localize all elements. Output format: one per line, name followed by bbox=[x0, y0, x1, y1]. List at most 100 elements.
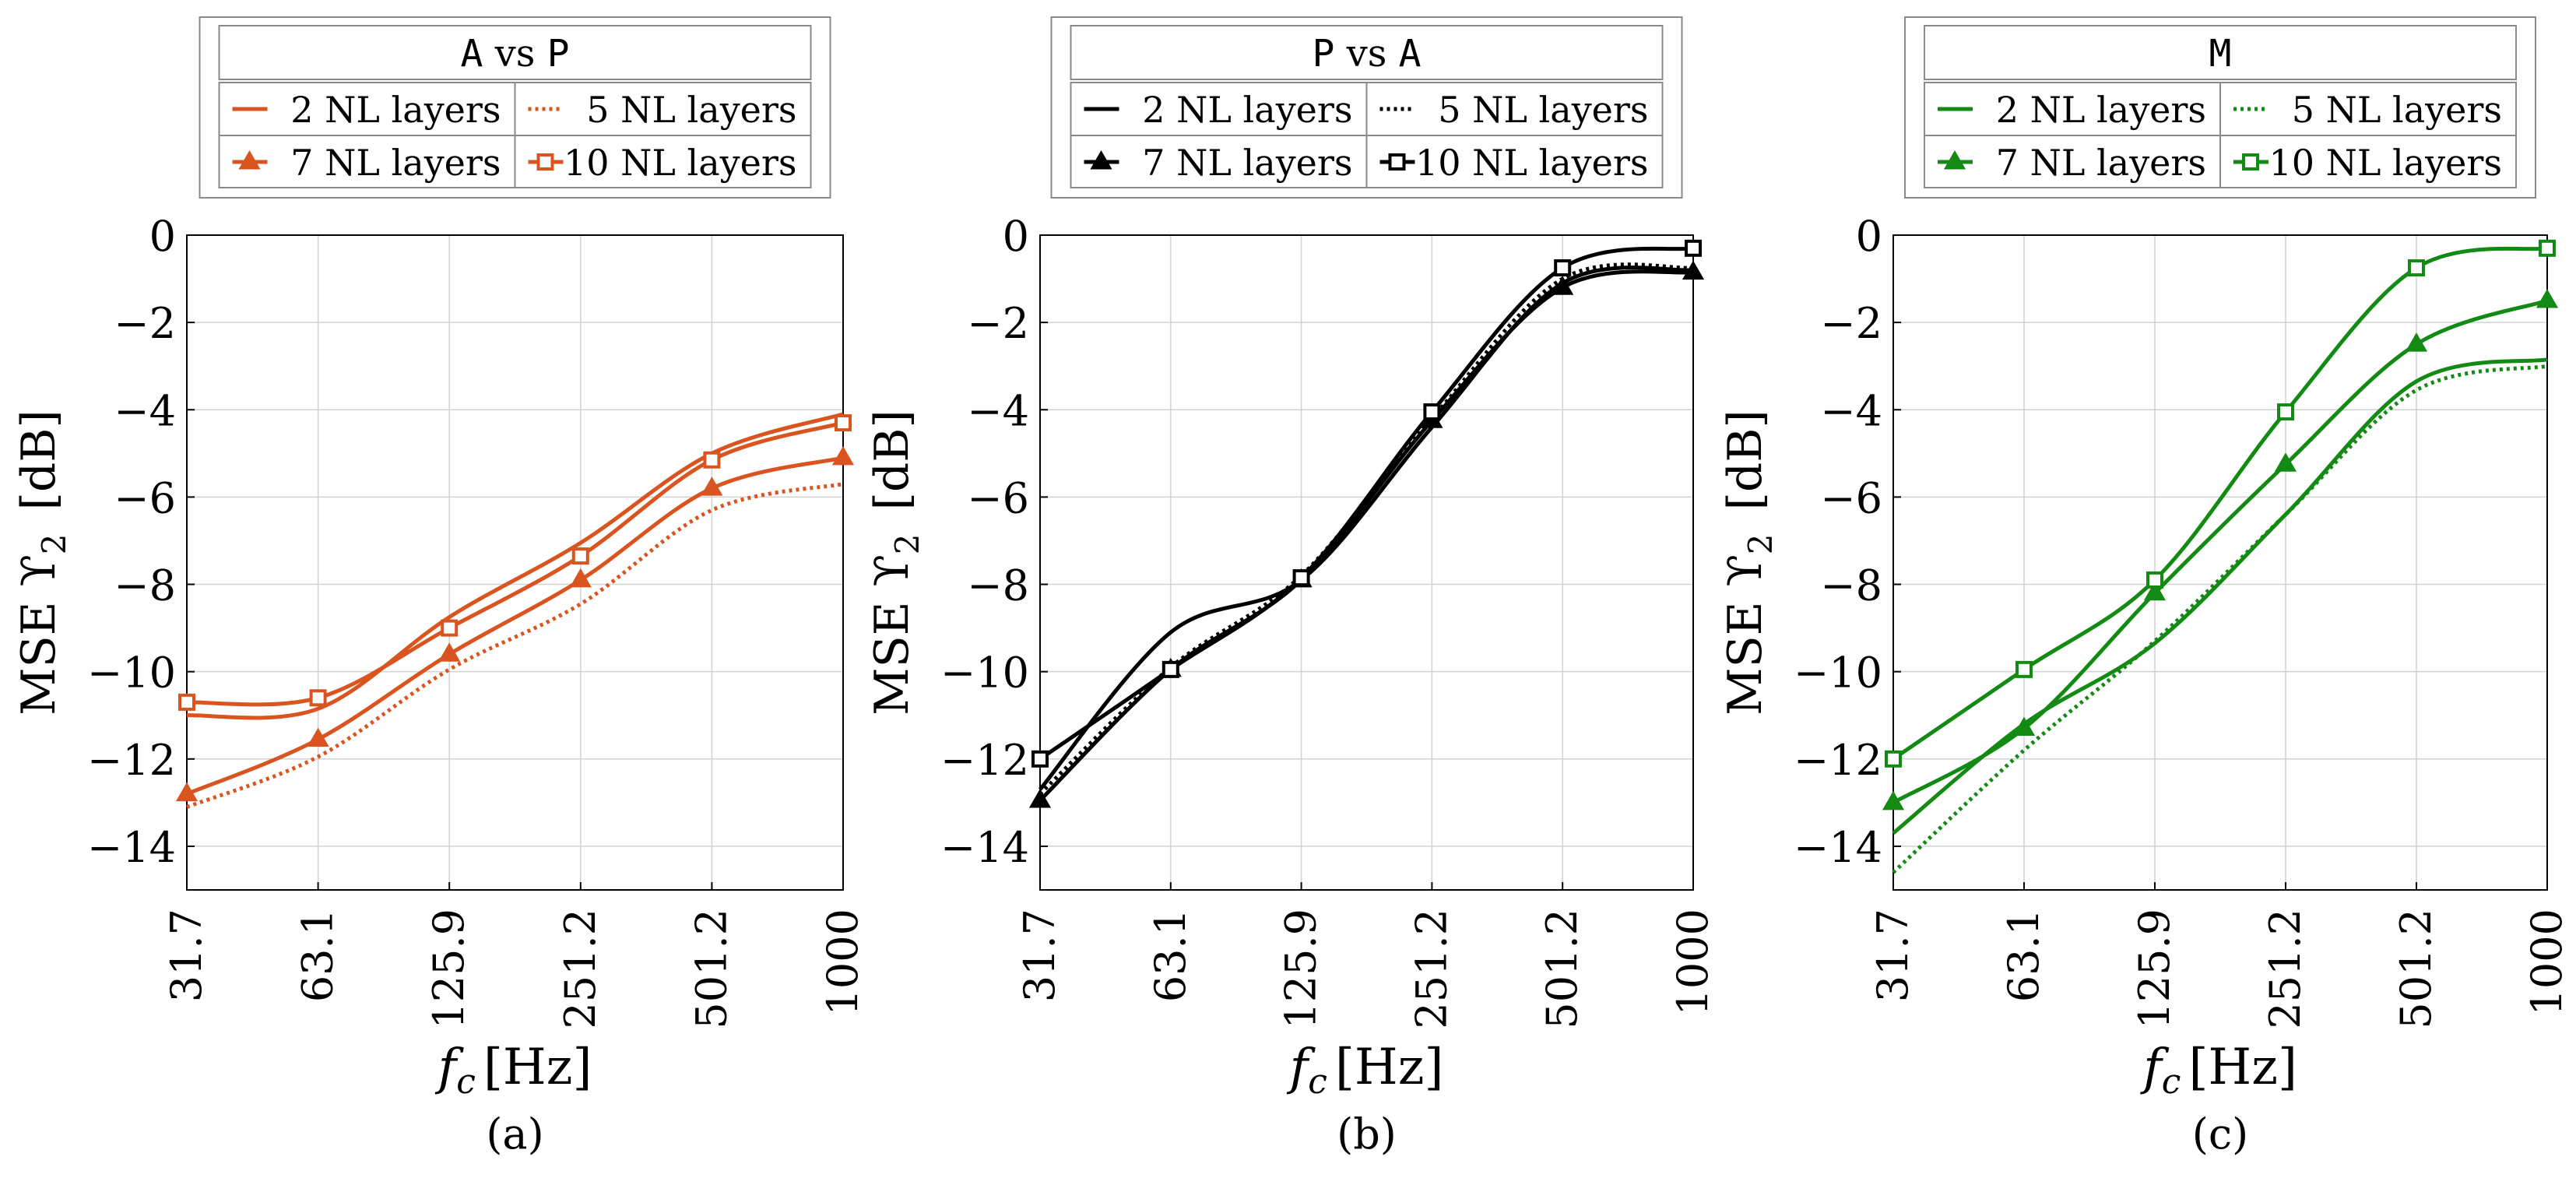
x-tick-label: 1000 bbox=[818, 909, 867, 1015]
series-line bbox=[186, 412, 844, 720]
x-tick-label: 31.7 bbox=[162, 909, 211, 1002]
legend-swatch-marker bbox=[1943, 149, 1966, 170]
y-tick-label: −6 bbox=[1820, 473, 1882, 522]
x-tick-label: 501.2 bbox=[2391, 909, 2441, 1029]
x-axis-label: fc [Hz] bbox=[2140, 1039, 2297, 1102]
series-2 bbox=[1892, 364, 2548, 874]
x-tick-label: 501.2 bbox=[687, 909, 736, 1029]
data-point bbox=[1682, 260, 1705, 280]
legend-entry-label: 2 NL layers bbox=[290, 89, 501, 131]
data-point bbox=[441, 619, 459, 637]
plot-frame bbox=[186, 234, 844, 891]
panel-label: (a) bbox=[486, 1109, 543, 1159]
series-2 bbox=[186, 482, 844, 809]
legend-entry: 2 NL layers bbox=[232, 89, 501, 131]
data-point bbox=[1161, 660, 1179, 678]
legend-title: M bbox=[2209, 32, 2232, 76]
legend-title: P vs A bbox=[1312, 32, 1421, 76]
x-tick-label: 31.7 bbox=[1015, 909, 1064, 1002]
y-tick-label: −4 bbox=[967, 386, 1029, 435]
data-point bbox=[2012, 716, 2036, 737]
series-1 bbox=[186, 412, 844, 720]
data-point bbox=[1423, 403, 1441, 421]
x-axis-label: fc [Hz] bbox=[435, 1039, 592, 1102]
data-point bbox=[1552, 276, 1574, 295]
data-point bbox=[2405, 332, 2428, 352]
legend-entry-label: 10 NL layers bbox=[1415, 142, 1649, 184]
plot-frame bbox=[1892, 234, 2548, 891]
y-tick-label: −2 bbox=[114, 299, 176, 348]
legend-title-box bbox=[218, 25, 812, 80]
y-tick-label: −8 bbox=[967, 561, 1029, 610]
x-tick-label: 251.2 bbox=[556, 909, 605, 1029]
legend-entry-label: 5 NL layers bbox=[1438, 89, 1648, 131]
legend-entry-label: 7 NL layers bbox=[290, 142, 501, 184]
legend-entry: 10 NL layers bbox=[528, 142, 797, 184]
y-axis-label: MSE ϒ2[dB] bbox=[865, 410, 926, 716]
legend-swatch-marker bbox=[536, 153, 554, 171]
data-point bbox=[309, 689, 327, 707]
series-line bbox=[1892, 364, 2548, 874]
legend-title-box bbox=[1070, 25, 1664, 80]
legend-swatch-marker bbox=[2242, 153, 2259, 171]
y-tick-label: −2 bbox=[1820, 299, 1882, 348]
grid bbox=[1892, 234, 2548, 890]
x-tick-label: 251.2 bbox=[1407, 909, 1456, 1029]
series-4 bbox=[1031, 239, 1702, 768]
legend-swatch-marker bbox=[1090, 149, 1112, 170]
x-tick-label: 63.1 bbox=[293, 909, 343, 1002]
data-point bbox=[2274, 452, 2297, 472]
series-line bbox=[186, 455, 844, 796]
legend-entry: 7 NL layers bbox=[1938, 142, 2206, 184]
data-point bbox=[1028, 789, 1052, 808]
legend-title-right: P bbox=[547, 32, 570, 76]
legend-title: A vs P bbox=[460, 32, 569, 76]
y-tick-label: 0 bbox=[149, 212, 176, 261]
legend-title-mid: vs bbox=[1334, 32, 1398, 76]
x-tick-label: 63.1 bbox=[1999, 909, 2048, 1002]
y-tick-label: −12 bbox=[940, 736, 1029, 785]
series-4 bbox=[178, 414, 852, 711]
legend: A vs P 2 NL layers 5 NL layers 7 NL layers 1… bbox=[199, 16, 831, 199]
series-line bbox=[186, 482, 844, 809]
x-tick-label: 125.9 bbox=[1277, 909, 1326, 1029]
data-point bbox=[1554, 259, 1572, 277]
series-line bbox=[1892, 357, 2548, 835]
legend-title-box bbox=[1924, 25, 2517, 80]
y-tick-label: −12 bbox=[87, 736, 176, 785]
legend-entry: 10 NL layers bbox=[1379, 142, 1649, 184]
legend-entry-label: 10 NL layers bbox=[564, 142, 797, 184]
data-point bbox=[2277, 403, 2294, 421]
data-point bbox=[2146, 571, 2163, 589]
legend-entry-label: 7 NL layers bbox=[1142, 142, 1352, 184]
data-point bbox=[835, 414, 852, 432]
data-point bbox=[2143, 581, 2167, 601]
legend: M2 NL layers 5 NL layers 7 NL layers 10 NL … bbox=[1904, 16, 2536, 199]
data-point bbox=[1885, 750, 1902, 768]
data-point bbox=[571, 547, 589, 565]
legend-title-left: M bbox=[2209, 32, 2232, 76]
series-line bbox=[1892, 246, 2548, 761]
plot-frame bbox=[1039, 234, 1694, 891]
y-tick-label: −14 bbox=[1794, 823, 1882, 872]
series-line bbox=[1038, 265, 1694, 791]
y-tick-label: −14 bbox=[940, 823, 1029, 872]
legend-title-right: A bbox=[1399, 32, 1422, 76]
series-1 bbox=[1038, 265, 1694, 791]
legend-entry: 10 NL layers bbox=[2233, 142, 2502, 184]
data-point bbox=[1292, 569, 1310, 587]
legend-entry: 2 NL layers bbox=[1938, 89, 2206, 131]
series-line bbox=[1038, 262, 1694, 796]
data-point bbox=[831, 445, 855, 466]
data-point bbox=[701, 476, 723, 496]
panel-label: (b) bbox=[1337, 1109, 1397, 1159]
y-axis-label: MSE ϒ2[dB] bbox=[12, 410, 73, 716]
series-3 bbox=[1882, 289, 2559, 811]
data-point bbox=[438, 642, 461, 662]
legend-swatch-marker bbox=[1388, 153, 1406, 171]
legend: P vs A 2 NL layers 5 NL layers 7 NL layers 1… bbox=[1050, 16, 1683, 199]
legend-entry: 5 NL layers bbox=[528, 89, 797, 131]
legend-entry-label: 2 NL layers bbox=[1142, 89, 1352, 131]
x-tick-label: 501.2 bbox=[1538, 909, 1587, 1029]
legend-title-left: P bbox=[1312, 32, 1334, 76]
